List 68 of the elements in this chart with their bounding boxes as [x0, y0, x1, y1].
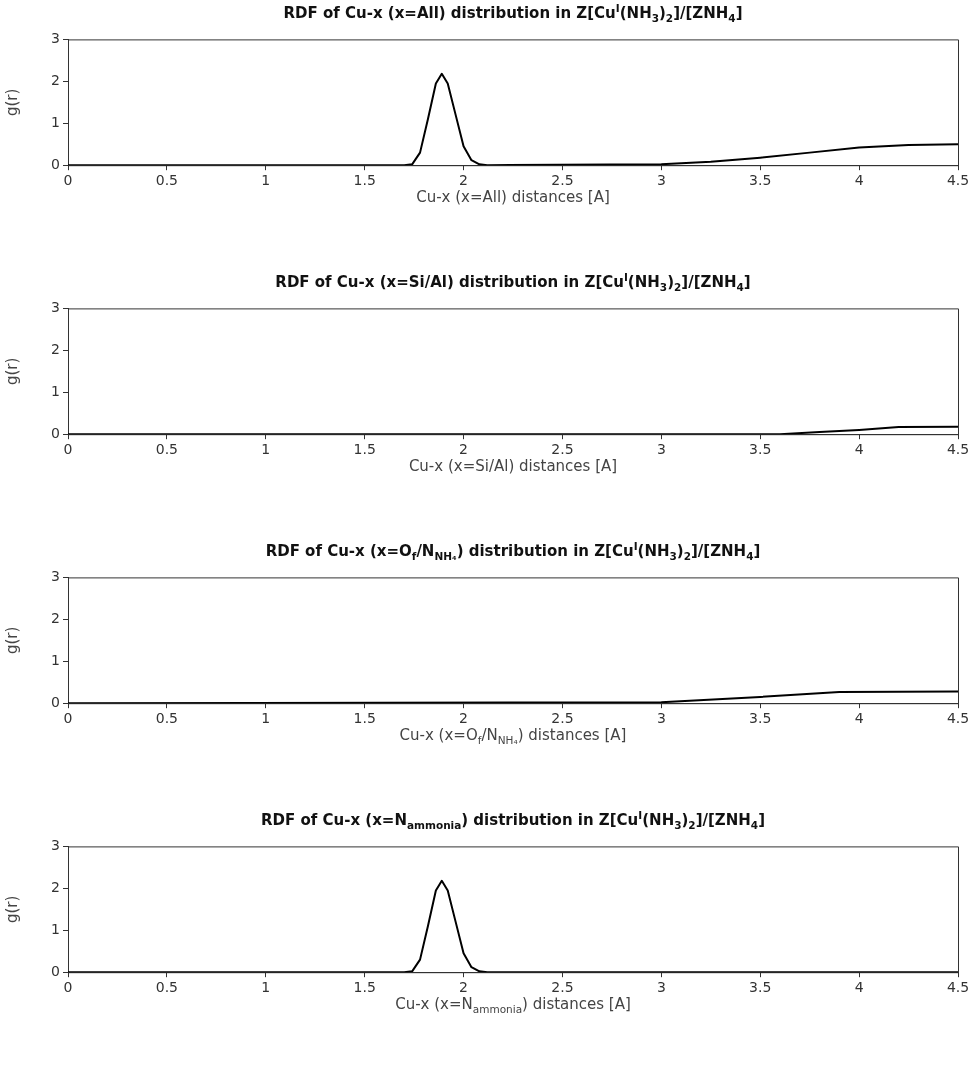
x-tick-label: 4	[854, 441, 864, 458]
chart-title: RDF of Cu-x (x=All) distribution in Z[Cu$^{I}$(NH$_{3}$)$_{2}$]/[ZNH$_{4}$]	[283, 2, 743, 24]
y-tick-label: 2	[51, 878, 60, 895]
x-tick-label: 2	[459, 441, 469, 458]
x-tick-label: 1.5	[353, 441, 376, 458]
y-axis-title: g(r)	[2, 626, 21, 654]
y-tick-label: 1	[51, 113, 60, 130]
x-tick-label: 4.5	[946, 710, 970, 727]
y-tick-label: 2	[51, 71, 60, 88]
y-axis-title: g(r)	[2, 895, 21, 923]
x-axis-title: Cu-x (x=All) distances [A]	[415, 188, 611, 206]
y-axis-title: g(r)	[2, 88, 21, 116]
x-tick-label: 0	[63, 710, 73, 727]
y-tick-label: 1	[51, 651, 60, 668]
x-tick-label: 4.5	[946, 441, 970, 458]
x-axis-title: Cu-x (x=O$_{f}$/N$_{NH₄}$) distances [A]	[398, 726, 628, 746]
y-tick-label: 0	[51, 962, 60, 979]
x-axis-title: Cu-x (x=N$_{ammonia}$) distances [A]	[394, 995, 632, 1015]
x-tick-label: 3	[656, 441, 666, 458]
y-tick-label: 0	[51, 693, 60, 710]
x-tick-label: 2.5	[551, 441, 574, 458]
x-tick-label: 1.5	[353, 979, 376, 996]
x-tick-label: 2.5	[551, 172, 574, 189]
x-tick-label: 1	[261, 979, 271, 996]
y-tick-label: 3	[51, 837, 60, 854]
x-tick-label: 2.5	[551, 979, 574, 996]
y-tick-label: 1	[51, 382, 60, 399]
x-tick-label: 0.5	[155, 979, 179, 996]
y-tick-label: 2	[51, 609, 60, 626]
y-tick-label: 0	[51, 424, 60, 441]
x-tick-label: 1.5	[353, 710, 376, 727]
x-tick-label: 4	[854, 172, 864, 189]
x-tick-label: 1	[261, 710, 271, 727]
x-tick-label: 0.5	[155, 172, 179, 189]
x-tick-label: 0.5	[155, 710, 179, 727]
x-tick-label: 2	[459, 979, 469, 996]
x-tick-label: 3	[656, 710, 666, 727]
chart-title: RDF of Cu-x (x=Si/Al) distribution in Z[Cu$^{I}$(NH$_{3}$)$_{2}$]/[ZNH$_{4}$]	[275, 271, 751, 293]
y-tick-label: 2	[51, 340, 60, 357]
x-tick-label: 0	[63, 979, 73, 996]
x-tick-label: 1.5	[353, 172, 376, 189]
x-tick-label: 4	[854, 979, 864, 996]
x-tick-label: 4.5	[946, 172, 970, 189]
x-tick-label: 0	[63, 441, 73, 458]
x-tick-label: 3.5	[749, 979, 772, 996]
x-tick-label: 1	[261, 172, 271, 189]
x-tick-label: 0	[63, 172, 73, 189]
y-tick-label: 3	[51, 30, 60, 47]
x-tick-label: 1	[261, 441, 271, 458]
x-tick-label: 2	[459, 172, 469, 189]
x-tick-label: 3	[656, 172, 666, 189]
y-tick-label: 1	[51, 920, 60, 937]
x-tick-label: 4	[854, 710, 864, 727]
x-tick-label: 3.5	[749, 441, 772, 458]
x-tick-label: 3.5	[749, 172, 772, 189]
x-tick-label: 3.5	[749, 710, 772, 727]
y-tick-label: 3	[51, 299, 60, 316]
x-tick-label: 4.5	[946, 979, 970, 996]
x-tick-label: 0.5	[155, 441, 179, 458]
chart-title: RDF of Cu-x (x=O$_{f}$/N$_{NH₄}$) distribution in Z[Cu$^{I}$(NH$_{3}$)$_{2}$]/[ZNH$_{4}$]	[265, 540, 761, 562]
x-tick-label: 3	[656, 979, 666, 996]
y-axis-title: g(r)	[2, 357, 21, 385]
chart-title: RDF of Cu-x (x=N$_{ammonia}$) distribution in Z[Cu$^{I}$(NH$_{3}$)$_{2}$]/[ZNH$_{4}$]	[260, 809, 766, 831]
x-tick-label: 2.5	[551, 710, 574, 727]
x-axis-title: Cu-x (x=Si/Al) distances [A]	[407, 457, 619, 475]
y-tick-label: 3	[51, 568, 60, 585]
x-tick-label: 2	[459, 710, 469, 727]
y-tick-label: 0	[51, 155, 60, 172]
